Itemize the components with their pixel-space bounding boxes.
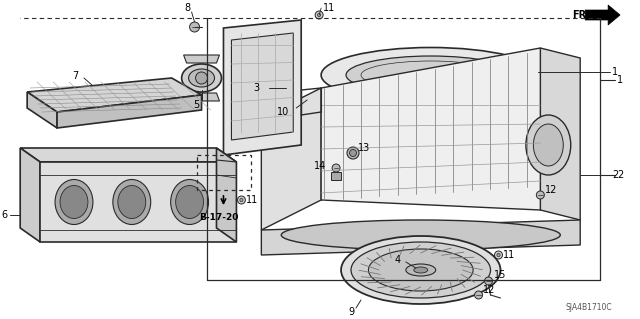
Ellipse shape (497, 253, 500, 256)
Ellipse shape (171, 180, 209, 225)
Ellipse shape (196, 72, 207, 84)
Ellipse shape (281, 220, 560, 250)
Ellipse shape (332, 164, 340, 172)
Ellipse shape (475, 291, 483, 299)
Text: 5: 5 (193, 100, 200, 110)
Ellipse shape (113, 180, 151, 225)
Ellipse shape (317, 13, 321, 17)
Polygon shape (40, 162, 236, 242)
Ellipse shape (347, 147, 359, 159)
Text: 11: 11 (502, 250, 515, 260)
Ellipse shape (55, 180, 93, 225)
Ellipse shape (237, 196, 245, 204)
Ellipse shape (341, 236, 500, 304)
Polygon shape (20, 148, 40, 242)
Text: 7: 7 (72, 71, 78, 81)
Ellipse shape (526, 115, 571, 175)
Ellipse shape (60, 186, 88, 219)
Bar (331, 172, 341, 180)
Ellipse shape (536, 191, 545, 199)
Ellipse shape (315, 11, 323, 19)
Polygon shape (261, 220, 580, 255)
Polygon shape (216, 148, 236, 242)
Polygon shape (321, 48, 540, 210)
Text: 12: 12 (545, 185, 557, 195)
Text: 9: 9 (348, 307, 354, 317)
Text: 12: 12 (483, 285, 495, 295)
Ellipse shape (346, 56, 515, 94)
Ellipse shape (533, 124, 563, 166)
Ellipse shape (349, 150, 356, 157)
Text: 3: 3 (253, 83, 259, 93)
Ellipse shape (189, 22, 200, 32)
Ellipse shape (175, 186, 204, 219)
Polygon shape (585, 5, 620, 25)
Polygon shape (184, 93, 220, 101)
Polygon shape (27, 78, 202, 112)
Ellipse shape (321, 48, 540, 102)
Ellipse shape (189, 69, 214, 87)
Ellipse shape (414, 267, 428, 273)
Text: SJA4B1710C: SJA4B1710C (565, 303, 612, 313)
Polygon shape (57, 95, 202, 128)
Ellipse shape (484, 277, 493, 285)
Text: 11: 11 (323, 3, 335, 13)
Ellipse shape (369, 249, 473, 291)
Ellipse shape (495, 251, 502, 259)
Text: FR.: FR. (572, 10, 590, 20)
Text: 15: 15 (493, 270, 506, 280)
Ellipse shape (406, 264, 436, 276)
Text: 8: 8 (184, 3, 191, 13)
Text: 13: 13 (358, 143, 371, 153)
Polygon shape (232, 33, 293, 140)
Text: 2: 2 (617, 170, 623, 180)
Text: 14: 14 (314, 161, 326, 171)
Ellipse shape (182, 64, 221, 92)
Ellipse shape (118, 186, 146, 219)
Text: 11: 11 (246, 195, 259, 205)
Ellipse shape (351, 242, 490, 298)
Polygon shape (20, 148, 236, 162)
Text: 2: 2 (612, 170, 618, 180)
Polygon shape (27, 92, 57, 128)
Polygon shape (223, 20, 301, 155)
Polygon shape (540, 48, 580, 220)
Text: 4: 4 (395, 255, 401, 265)
Ellipse shape (240, 198, 243, 202)
Text: 6: 6 (1, 210, 7, 220)
Polygon shape (184, 55, 220, 63)
Text: 1: 1 (612, 67, 618, 77)
Text: B-17-20: B-17-20 (200, 213, 239, 222)
Text: 1: 1 (617, 75, 623, 85)
Text: 10: 10 (277, 107, 289, 117)
Polygon shape (261, 88, 321, 230)
